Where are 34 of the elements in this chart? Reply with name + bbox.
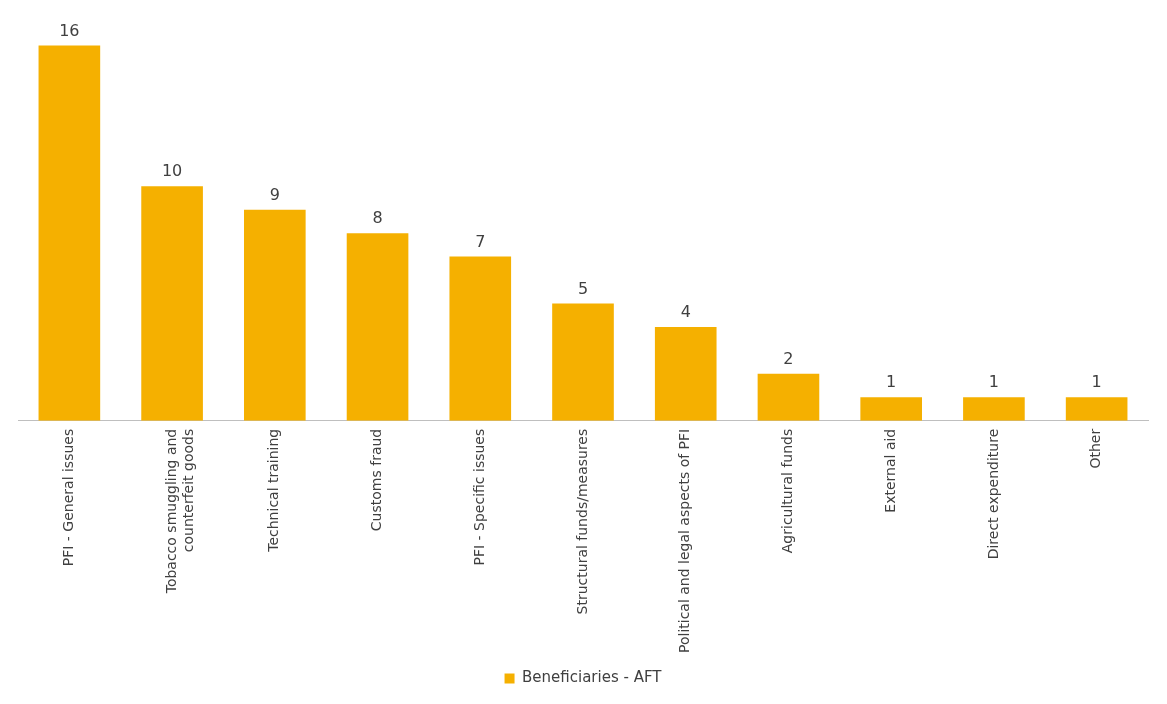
bar: [244, 209, 306, 421]
data-label: 10: [161, 161, 183, 181]
x-tick-label: Tobacco smuggling and counterfeit goods: [162, 428, 196, 595]
x-tick-label: Structural funds/measures: [573, 428, 590, 615]
data-label: 9: [269, 184, 280, 204]
data-label: 1: [988, 372, 999, 392]
bar: [654, 326, 717, 421]
bar: [141, 186, 203, 421]
bar: [1065, 397, 1128, 421]
data-label: 2: [783, 349, 794, 368]
bar: [552, 303, 614, 421]
x-tick-label: Technical training: [265, 428, 282, 553]
bar: [449, 256, 512, 421]
x-tick-label: Political and legal aspects of PFI: [676, 428, 693, 654]
data-label: 16: [59, 20, 80, 40]
x-tick-label: Customs fraud: [368, 428, 385, 532]
x-tick-label: External aid: [881, 428, 898, 513]
x-tick-label: PFI - General issues: [60, 428, 76, 567]
bar: [757, 373, 820, 421]
data-label: 1: [1091, 372, 1102, 392]
x-tick-label: PFI - Specific issues: [470, 428, 487, 566]
data-label: 5: [577, 278, 589, 298]
bar: [963, 397, 1025, 421]
legend-label: Beneficiaries - AFT: [522, 668, 663, 687]
bar: [860, 397, 922, 421]
bar: [346, 233, 409, 421]
data-label: 1: [886, 372, 897, 392]
bar: [38, 45, 101, 421]
data-label: 8: [372, 208, 383, 228]
x-tick-label: Agricultural funds: [779, 428, 796, 554]
data-label: 7: [475, 231, 486, 251]
data-label: 4: [680, 302, 691, 322]
x-tick-label: Direct expenditure: [984, 428, 1001, 560]
x-tick-label: Other: [1087, 428, 1104, 469]
